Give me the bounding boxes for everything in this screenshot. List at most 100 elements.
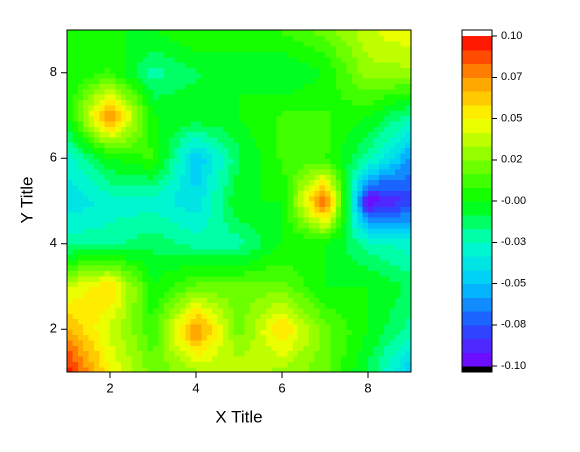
contour-cell [88, 217, 95, 223]
contour-cell [88, 206, 95, 213]
contour-cell [77, 307, 84, 314]
contour-cell [228, 190, 235, 197]
contour-cell [126, 318, 133, 325]
contour-cell [325, 72, 331, 79]
contour-cell [378, 318, 385, 325]
contour-cell [287, 62, 294, 68]
contour-cell [228, 323, 235, 330]
contour-cell [206, 88, 213, 95]
contour-cell [88, 35, 95, 42]
contour-cell [142, 83, 149, 90]
contour-cell [319, 131, 326, 138]
contour-cell [282, 334, 288, 341]
contour-cell [83, 275, 90, 282]
contour-cell [400, 350, 407, 357]
contour-cell [126, 313, 133, 320]
contour-cell [212, 94, 219, 101]
contour-cell [319, 56, 326, 63]
contour-cell [120, 254, 127, 261]
contour-cell [153, 227, 159, 234]
contour-cell [88, 211, 95, 218]
contour-cell [147, 291, 154, 298]
contour-cell [265, 238, 272, 245]
contour-cell [131, 142, 138, 149]
contour-cell [255, 174, 262, 181]
contour-cell [260, 297, 267, 304]
contour-cell [83, 302, 90, 309]
contour-cell [303, 46, 310, 52]
contour-cell [335, 233, 342, 239]
contour-cell [110, 99, 116, 106]
contour-cell [83, 313, 90, 320]
contour-cell [362, 307, 369, 314]
contour-cell [389, 291, 396, 298]
contour-cell [147, 190, 154, 197]
contour-cell [384, 238, 391, 245]
contour-cell [212, 254, 219, 261]
contour-cell [110, 78, 116, 85]
contour-cell [405, 323, 412, 330]
contour-cell [351, 355, 358, 362]
contour-cell [362, 350, 369, 357]
contour-cell [93, 110, 100, 117]
contour-cell [233, 51, 240, 58]
contour-cell [244, 35, 251, 42]
contour-cell [88, 126, 95, 133]
contour-cell [77, 158, 84, 165]
contour-cell [228, 355, 235, 362]
contour-cell [83, 110, 90, 117]
contour-cell [351, 211, 358, 218]
contour-cell [104, 110, 111, 117]
contour-cell [190, 206, 197, 213]
contour-cell [341, 265, 348, 272]
contour-cell [201, 243, 208, 250]
contour-cell [88, 136, 95, 143]
contour-cell [255, 40, 262, 47]
contour-cell [271, 174, 278, 181]
contour-cell [389, 238, 396, 245]
contour-cell [378, 254, 385, 261]
contour-cell [287, 174, 294, 181]
contour-cell [163, 302, 170, 309]
contour-cell [158, 142, 165, 149]
contour-cell [351, 291, 358, 298]
contour-cell [179, 88, 186, 95]
contour-cell [88, 307, 95, 314]
contour-cell [373, 152, 380, 159]
contour-cell [222, 72, 229, 79]
contour-cell [357, 297, 364, 304]
contour-cell [389, 297, 396, 304]
contour-cell [249, 281, 256, 288]
contour-cell [196, 179, 202, 186]
contour-cell [368, 243, 374, 250]
contour-cell [292, 195, 299, 202]
contour-cell [239, 323, 245, 330]
contour-cell [206, 163, 213, 170]
contour-cell [384, 110, 391, 117]
contour-cell [298, 131, 305, 138]
contour-cell [346, 110, 353, 117]
contour-cell [99, 174, 106, 181]
contour-cell [378, 286, 385, 293]
contour-cell [362, 291, 369, 298]
contour-cell [265, 56, 272, 63]
contour-cell [287, 136, 294, 143]
contour-cell [351, 206, 358, 213]
contour-cell [72, 302, 79, 309]
contour-cell [405, 131, 412, 138]
contour-cell [239, 227, 245, 234]
contour-cell [351, 136, 358, 143]
contour-cell [303, 329, 310, 336]
contour-cell [163, 291, 170, 298]
contour-cell [325, 249, 331, 256]
contour-cell [249, 297, 256, 304]
contour-cell [217, 222, 224, 229]
contour-cell [212, 270, 219, 277]
contour-cell [72, 355, 79, 362]
contour-cell [99, 51, 106, 58]
contour-cell [373, 40, 380, 47]
contour-cell [136, 110, 143, 117]
colorbar-band [462, 104, 492, 119]
contour-cell [179, 307, 186, 314]
contour-cell [394, 56, 401, 63]
